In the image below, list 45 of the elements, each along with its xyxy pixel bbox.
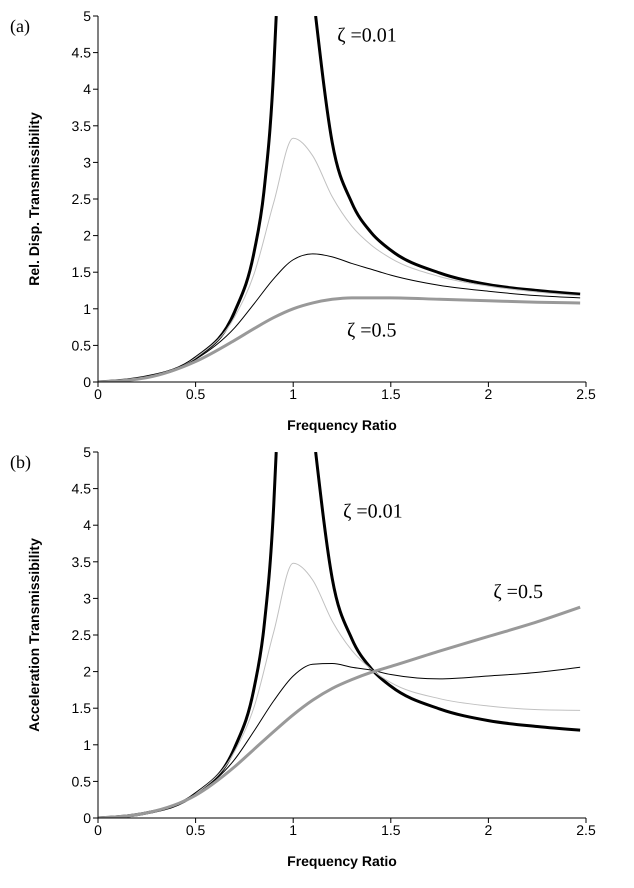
y-tick-label: 4.5 (72, 480, 92, 497)
y-tick-label: 1 (83, 736, 92, 753)
y-tick-label: 5 (83, 444, 92, 460)
y-tick-label: 3.5 (72, 118, 92, 134)
y-tick-label: 4 (83, 517, 92, 534)
text: (b) (10, 452, 31, 473)
series-label: ζ =0.5 (347, 319, 397, 342)
series-label: ζ =0.01 (343, 500, 403, 523)
x-tick-label: 0 (94, 822, 102, 838)
y-tick-label: 3.5 (72, 554, 92, 570)
x-tick-label: 1 (289, 822, 298, 838)
y-tick-label: 0 (83, 374, 92, 390)
y-tick-label: 3 (83, 154, 92, 170)
x-tick-label: 0.5 (186, 386, 206, 402)
x-tick-label: 0 (94, 386, 102, 402)
y-tick-label: 1.5 (72, 700, 92, 716)
x-tick-label: 2 (484, 822, 492, 838)
text: (a) (10, 16, 30, 37)
x-axis-title: Frequency Ratio (287, 853, 397, 869)
series-label: ζ =0.5 (493, 581, 543, 604)
x-tick-label: 1.5 (381, 822, 401, 838)
y-tick-label: 2.5 (72, 190, 92, 207)
x-tick-label: 1 (289, 386, 298, 402)
y-tick-label: 2 (83, 228, 92, 244)
series-label: ζ =0.01 (337, 24, 397, 46)
line-series (98, 296, 582, 382)
y-tick-label: 2.5 (72, 626, 92, 643)
y-tick-label: 4.5 (72, 44, 92, 61)
y-tick-label: 0.5 (72, 773, 92, 790)
x-tick-label: 1.5 (381, 386, 401, 402)
y-axis-title: Rel. Disp. Transmissibility (26, 112, 42, 286)
x-tick-label: 2.5 (576, 822, 596, 838)
y-axis-title: Acceleration Transmissibility (26, 538, 42, 732)
y-tick-label: 1.5 (72, 264, 92, 280)
x-axis-title: Frequency Ratio (287, 417, 397, 433)
y-tick-label: 1 (83, 300, 92, 317)
y-tick-label: 3 (83, 590, 92, 606)
y-tick-label: 0.5 (72, 337, 92, 354)
y-tick-label: 0 (83, 810, 92, 826)
x-tick-label: 2 (484, 386, 492, 402)
y-tick-label: 2 (83, 664, 92, 680)
x-tick-label: 2.5 (576, 386, 596, 402)
y-tick-label: 4 (83, 81, 92, 98)
y-tick-label: 5 (83, 8, 92, 24)
x-tick-label: 0.5 (186, 822, 206, 838)
